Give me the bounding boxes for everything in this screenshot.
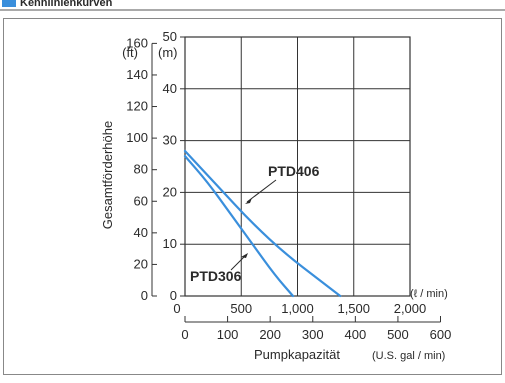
y-tick-label-ft: 80 (134, 162, 148, 177)
y-tick-label-ft: 160 (126, 35, 148, 50)
y-tick-label-ft: 20 (134, 256, 148, 271)
x-tick-label-gpm: 100 (217, 327, 239, 342)
curve-label-ptd406: PTD406 (268, 163, 320, 179)
curve-callout-arrow-ptd306 (241, 253, 248, 258)
plot-grid (184, 36, 411, 297)
x-axis-unit-gpm: (U.S. gal / min) (372, 350, 445, 362)
y-tick-label-ft: 60 (134, 193, 148, 208)
y-tick-label-m: 50 (163, 29, 177, 44)
x-tick-label-lpm: 1,500 (337, 301, 370, 316)
x-tick-label-gpm: 300 (302, 327, 324, 342)
curve-callout-arrow-ptd406 (245, 198, 252, 204)
curve-label-ptd306: PTD306 (190, 268, 242, 284)
y-unit-m: (m) (158, 45, 178, 60)
y-tick-label-m: 10 (163, 236, 177, 251)
x-tick-label-gpm: 500 (387, 327, 409, 342)
curve-ptd406 (183, 149, 342, 298)
x-tick-label-gpm: 600 (430, 327, 452, 342)
x-tick-label-gpm: 400 (344, 327, 366, 342)
y-tick-label-m: 20 (163, 184, 177, 199)
y-axis-title: Gesamtförderhöhe (100, 121, 115, 229)
y-unit-ft: (ft) (122, 45, 138, 60)
y-tick-label-ft: 140 (126, 67, 148, 82)
y-tick-label-m: 0 (170, 288, 177, 303)
x-axis-title: Pumpkapazität (254, 347, 340, 362)
x-unit-lpm: (ℓ / min) (410, 288, 448, 300)
header-bar (0, 0, 505, 10)
y-tick-label-m: 40 (163, 81, 177, 96)
panel-border (3, 18, 502, 375)
y-tick-label-ft: 120 (126, 99, 148, 114)
performance-curves (183, 149, 342, 298)
x-tick-label-lpm: 0 (173, 301, 180, 316)
curve-ptd306 (183, 155, 295, 298)
y-tick-label-m: 30 (163, 133, 177, 148)
x-tick-label-gpm: 200 (259, 327, 281, 342)
y-tick-label-ft: 0 (141, 288, 148, 303)
y-tick-label-ft: 40 (134, 225, 148, 240)
header-marker-icon (2, 0, 16, 7)
header-title: Kennlinienkurven (20, 0, 113, 9)
y-tick-label-ft: 100 (126, 130, 148, 145)
x-tick-label-lpm: 1,000 (281, 301, 314, 316)
x-tick-label-lpm: 2,000 (394, 301, 427, 316)
x-tick-label-gpm: 0 (181, 327, 188, 342)
plot-axes (151, 36, 442, 323)
x-tick-label-lpm: 500 (230, 301, 252, 316)
